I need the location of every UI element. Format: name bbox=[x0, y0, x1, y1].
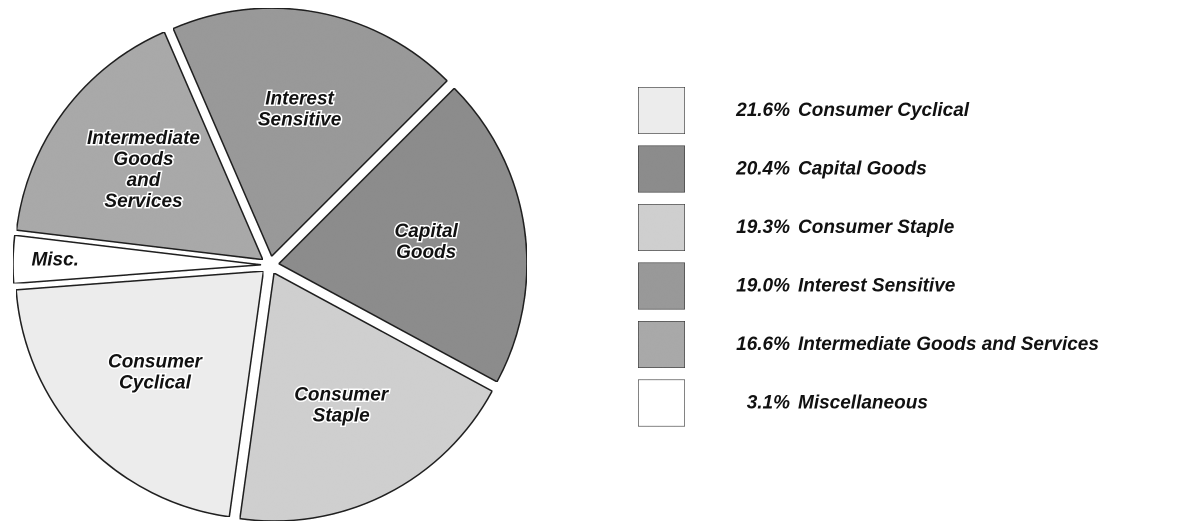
slice-label: Misc. bbox=[31, 249, 79, 270]
slice-label: Capital bbox=[394, 221, 458, 242]
slice-label: Intermediate bbox=[87, 128, 200, 149]
legend-label: Interest Sensitive bbox=[798, 276, 956, 297]
legend-swatch bbox=[637, 144, 686, 194]
legend-label: Consumer Staple bbox=[798, 217, 955, 238]
legend-value: 19.0% bbox=[736, 276, 790, 297]
slice-label: and bbox=[127, 170, 161, 191]
legend-label: Capital Goods bbox=[798, 159, 927, 180]
slice-label: Goods bbox=[396, 242, 456, 263]
slice-label: Consumer bbox=[294, 384, 390, 405]
legend-swatch bbox=[637, 261, 686, 311]
slice-label: Goods bbox=[113, 149, 173, 170]
legend-value: 16.6% bbox=[736, 334, 790, 355]
legend-value: 19.3% bbox=[736, 217, 790, 238]
pie-slice bbox=[277, 87, 528, 383]
slice-label: Cyclical bbox=[119, 373, 192, 394]
pie-slice bbox=[12, 234, 262, 285]
legend-swatch bbox=[637, 378, 686, 428]
legend-label: Intermediate Goods and Services bbox=[798, 334, 1099, 355]
slice-label: Consumer bbox=[108, 352, 204, 373]
legend-label: Consumer Cyclical bbox=[798, 100, 970, 121]
pie-slice bbox=[15, 31, 264, 261]
slice-label: Services bbox=[104, 191, 182, 212]
legend-value: 20.4% bbox=[735, 159, 790, 180]
legend-swatch bbox=[637, 86, 686, 135]
pie-slice bbox=[15, 270, 265, 518]
legend-label: Miscellaneous bbox=[798, 393, 928, 414]
legend-value: 3.1% bbox=[747, 393, 790, 414]
slice-label: Staple bbox=[313, 405, 370, 426]
pie-slice bbox=[172, 7, 449, 258]
legend-value: 21.6% bbox=[735, 100, 790, 121]
slice-label: Interest bbox=[265, 89, 334, 110]
legend-swatch bbox=[637, 203, 686, 252]
slice-label: Sensitive bbox=[258, 110, 342, 131]
legend-swatch bbox=[637, 320, 686, 369]
